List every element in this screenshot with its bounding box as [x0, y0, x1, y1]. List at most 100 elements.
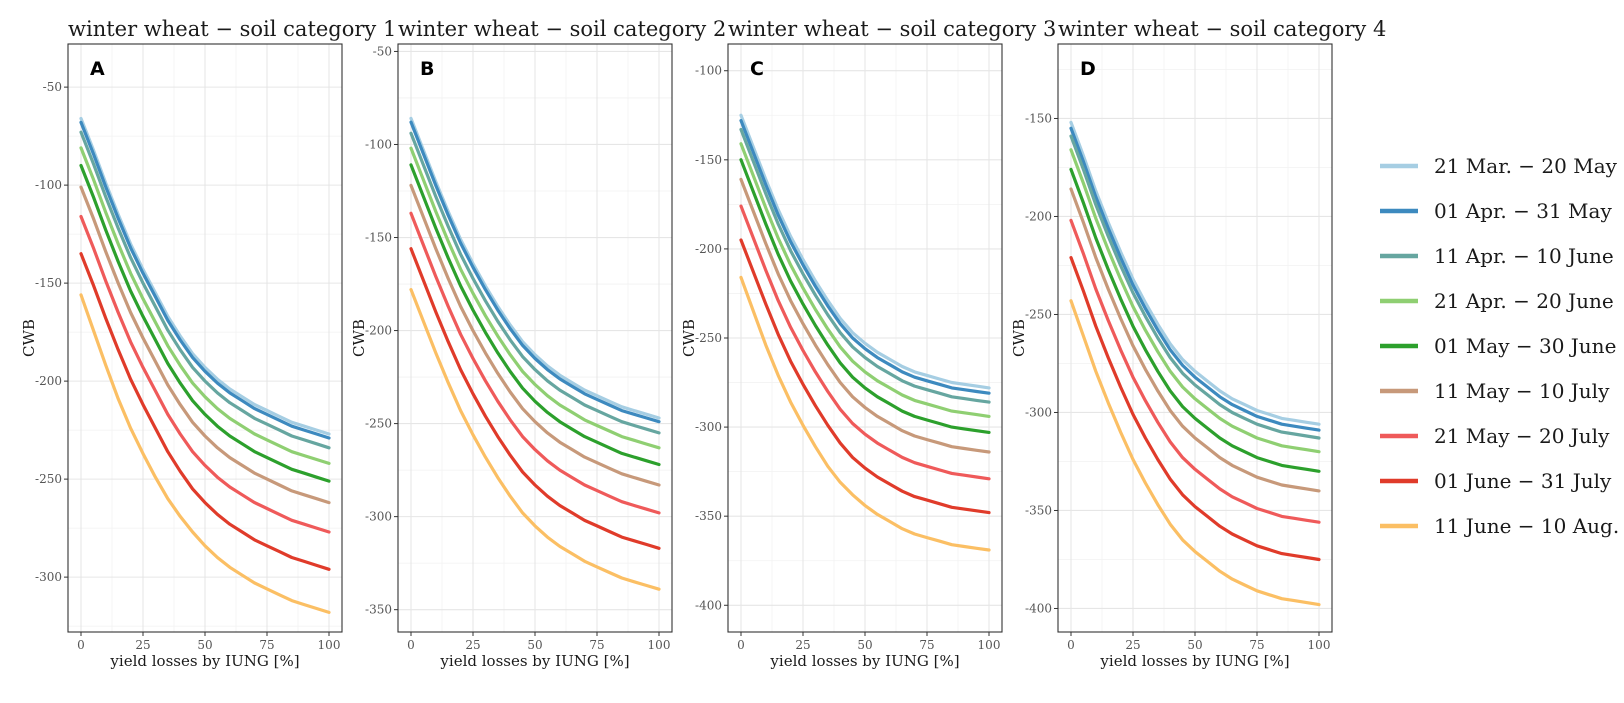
y-tick-label: -300	[695, 420, 722, 434]
legend-label: 21 Apr. − 20 June	[1434, 289, 1614, 313]
panel-a: winter wheat − soil category 1 A 0 25 50 75 10…	[20, 17, 396, 670]
y-tick-label: -150	[365, 231, 392, 245]
series-line	[409, 131, 661, 435]
x-tick-label: 0	[77, 638, 85, 652]
series-line	[409, 120, 661, 424]
x-tick-label: 25	[465, 638, 480, 652]
x-tick-label: 50	[857, 638, 872, 652]
y-tick-label: -50	[43, 80, 62, 94]
y-axis-title: CWB	[680, 319, 698, 357]
series-line	[79, 130, 331, 450]
x-tick-label: 100	[1308, 638, 1331, 652]
y-tick-label: -150	[695, 153, 722, 167]
gridlines	[68, 44, 342, 632]
panel-b: winter wheat − soil category 2 B 0 25 50 75 10…	[350, 17, 726, 670]
series-line	[1069, 256, 1321, 562]
series-line	[409, 288, 661, 591]
series-line	[1069, 120, 1321, 426]
legend-label: 11 Apr. − 10 June	[1434, 244, 1614, 268]
y-tick-label: -150	[1025, 111, 1052, 125]
x-tick-label: 100	[648, 638, 671, 652]
x-tick-label: 100	[318, 638, 341, 652]
series-group	[739, 113, 991, 552]
series-line	[739, 142, 991, 418]
y-tick-label: -350	[365, 603, 392, 617]
y-axis-title: CWB	[350, 319, 368, 357]
legend-label: 01 June − 31 July	[1434, 469, 1612, 493]
series-line	[79, 252, 331, 571]
series-line	[1069, 126, 1321, 432]
x-tick-label: 0	[407, 638, 415, 652]
y-tick-label: -250	[365, 417, 392, 431]
series-line	[79, 163, 331, 483]
series-line	[739, 127, 991, 404]
panel-letter: B	[420, 58, 434, 80]
y-tick-label: -250	[695, 331, 722, 345]
series-line	[79, 120, 331, 440]
panel-c: winter wheat − soil category 3 C 0 25 50 75 10…	[680, 17, 1056, 670]
y-axis-title: CWB	[20, 319, 38, 357]
y-tick-label: -100	[365, 137, 392, 151]
x-axis-title: yield losses by IUNG [%]	[439, 652, 629, 670]
series-line	[1069, 187, 1321, 493]
series-line	[739, 158, 991, 434]
legend-label: 21 Mar. − 20 May	[1434, 154, 1618, 178]
x-tick-label: 50	[1187, 638, 1202, 652]
y-tick-label: -400	[695, 598, 722, 612]
y-tick-label: -300	[365, 510, 392, 524]
x-tick-label: 100	[978, 638, 1001, 652]
series-line	[1069, 167, 1321, 473]
x-tick-label: 75	[259, 638, 274, 652]
series-line	[739, 275, 991, 552]
y-tick-label: -200	[695, 242, 722, 256]
y-axis-title: CWB	[1010, 319, 1028, 357]
x-tick-label: 25	[795, 638, 810, 652]
x-axis-title: yield losses by IUNG [%]	[1099, 652, 1289, 670]
series-group	[1069, 120, 1321, 607]
x-tick-label: 75	[1249, 638, 1264, 652]
y-tick-label: -300	[35, 570, 62, 584]
x-axis-title: yield losses by IUNG [%]	[769, 652, 959, 670]
series-line	[409, 163, 661, 467]
y-tick-label: -100	[695, 64, 722, 78]
x-tick-label: 0	[737, 638, 745, 652]
series-line	[1069, 148, 1321, 454]
panel-letter: D	[1080, 58, 1096, 80]
y-tick-label: -350	[695, 509, 722, 523]
x-tick-label: 25	[135, 638, 150, 652]
series-line	[79, 185, 331, 505]
series-line	[1069, 134, 1321, 440]
panel-title: winter wheat − soil category 4	[1058, 17, 1386, 41]
legend-label: 21 May − 20 July	[1434, 424, 1610, 448]
series-line	[739, 238, 991, 515]
panel-letter: C	[750, 58, 764, 80]
series-line	[739, 113, 991, 390]
series-line	[739, 118, 991, 395]
panel-d: winter wheat − soil category 4 D 0 25 50 75 10…	[1010, 17, 1386, 670]
x-tick-label: 75	[589, 638, 604, 652]
series-line	[409, 211, 661, 515]
panel-title: winter wheat − soil category 1	[68, 17, 396, 41]
gridlines	[728, 44, 1002, 632]
y-tick-label: -100	[35, 178, 62, 192]
y-tick-label: -250	[35, 472, 62, 486]
y-tick-label: -50	[373, 44, 392, 58]
panel-letter: A	[90, 58, 105, 80]
y-tick-label: -150	[35, 276, 62, 290]
series-line	[1069, 218, 1321, 524]
series-line	[739, 177, 991, 454]
x-tick-label: 50	[197, 638, 212, 652]
series-line	[79, 293, 331, 615]
panel-title: winter wheat − soil category 2	[398, 17, 726, 41]
series-group	[409, 116, 661, 591]
legend-label: 11 May − 10 July	[1434, 379, 1610, 403]
y-tick-label: -350	[1025, 503, 1052, 517]
y-tick-label: -200	[365, 324, 392, 338]
series-group	[79, 116, 331, 615]
x-tick-label: 75	[919, 638, 934, 652]
series-line	[409, 247, 661, 550]
x-tick-label: 0	[1067, 638, 1075, 652]
gridlines	[398, 44, 672, 632]
